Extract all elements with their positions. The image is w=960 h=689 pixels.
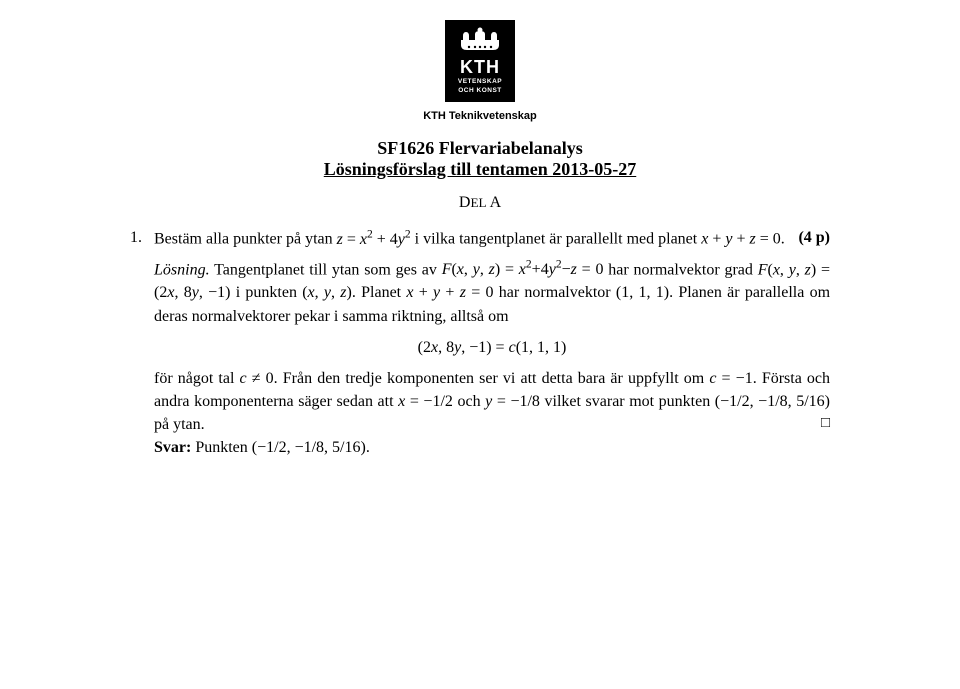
problem-number: 1. xyxy=(130,226,154,249)
sol-1b: har normalvektor grad xyxy=(603,261,757,278)
title-block: SF1626 Flervariabelanalys Lösningsförsla… xyxy=(130,138,830,180)
logo-caption: KTH Teknikvetenskap xyxy=(130,110,830,122)
sol-2e: vilket svarar mot punkten xyxy=(540,393,715,410)
centered-eq-math: (2x, 8y, −1) = c(1, 1, 1) xyxy=(418,339,567,356)
answer-text: Punkten xyxy=(191,439,251,456)
crown-icon xyxy=(455,26,505,54)
subtitle: Lösningsförslag till tentamen 2013-05-27 xyxy=(130,159,830,180)
problem-block: 1. Bestäm alla punkter på ytan z = x2 + … xyxy=(130,226,830,459)
problem-period: . xyxy=(781,231,785,248)
sol-1d: . Planet xyxy=(352,284,407,301)
problem-row: 1. Bestäm alla punkter på ytan z = x2 + … xyxy=(130,226,830,459)
sol-eq-8: x = −1/2 xyxy=(398,393,453,410)
sol-eq-6: c ≠ 0 xyxy=(240,370,274,387)
logo-main-text: KTH xyxy=(455,58,505,76)
course-title: SF1626 Flervariabelanalys xyxy=(130,138,830,159)
sol-2f: på ytan. xyxy=(154,416,205,433)
sol-eq-4: x + y + z = 0 xyxy=(406,284,493,301)
solution-block-2: för något tal c ≠ 0. Från den tredje kom… xyxy=(154,367,830,460)
problem-eq-2: x + y + z = 0 xyxy=(701,231,781,248)
sol-2d: och xyxy=(453,393,485,410)
answer-eq: (−1/2, −1/8, 5/16) xyxy=(252,439,366,456)
logo-section: KTH VETENSKAP OCH KONST KTH Teknikvetens… xyxy=(130,20,830,122)
sol-1c: i punkten xyxy=(230,284,302,301)
sol-eq-5: (1, 1, 1) xyxy=(616,284,669,301)
sol-1e: har normalvektor xyxy=(493,284,615,301)
problem-body: Bestäm alla punkter på ytan z = x2 + 4y2… xyxy=(154,226,830,459)
sol-eq-9: y = −1/8 xyxy=(485,393,540,410)
logo-sub-text-2: OCH KONST xyxy=(455,87,505,94)
sol-2a: för något tal xyxy=(154,370,240,387)
answer-period: . xyxy=(366,439,370,456)
problem-text-1: Bestäm alla punkter på ytan xyxy=(154,231,337,248)
sol-2b: . Från den tredje komponenten ser vi att… xyxy=(274,370,710,387)
section-header: DEL A xyxy=(130,194,830,212)
sol-eq-10: (−1/2, −1/8, 5/16) xyxy=(715,393,830,410)
sol-eq-7: c = −1 xyxy=(709,370,752,387)
qed-box: □ xyxy=(821,413,830,435)
solution-block: Lösning. Tangentplanet till ytan som ges… xyxy=(154,257,830,328)
problem-eq-1: z = x2 + 4y2 xyxy=(337,231,411,248)
centered-equation: (2x, 8y, −1) = c(1, 1, 1) xyxy=(154,336,830,359)
sol-eq-3: (x, y, z) xyxy=(302,284,352,301)
logo-sub-text-1: VETENSKAP xyxy=(455,78,505,85)
problem-text-2: i vilka tangentplanet är parallellt med … xyxy=(411,231,702,248)
section-label: DEL A xyxy=(459,194,501,211)
answer-label: Svar: xyxy=(154,439,191,456)
sol-eq-1: F(x, y, z) = x2+4y2−z = 0 xyxy=(442,261,604,278)
sol-1a: Tangentplanet till ytan som ges av xyxy=(210,261,442,278)
kth-logo-box: KTH VETENSKAP OCH KONST xyxy=(445,20,515,102)
solution-label: Lösning. xyxy=(154,261,210,278)
problem-points: (4 p) xyxy=(798,226,830,249)
